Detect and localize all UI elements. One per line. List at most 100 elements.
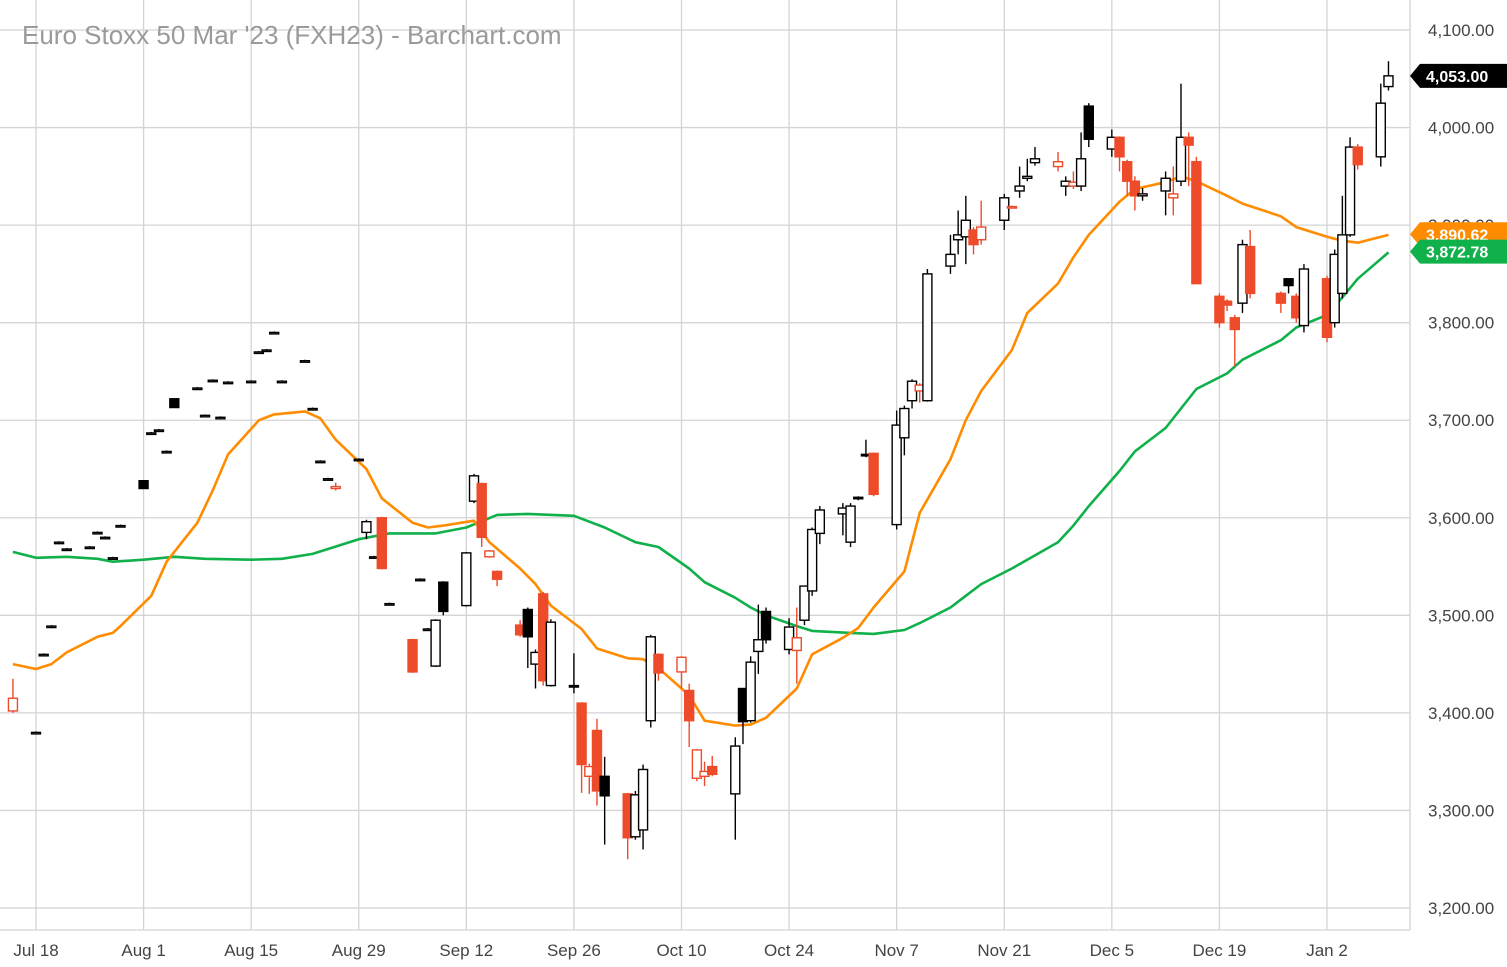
x-tick-label: Oct 24 <box>764 941 814 960</box>
candle-body <box>107 557 119 560</box>
candle-body <box>730 745 741 795</box>
x-tick-label: Aug 29 <box>332 941 386 960</box>
candle-body <box>845 505 856 543</box>
y-tick-label: 3,500.00 <box>1428 606 1494 625</box>
y-tick-label: 4,000.00 <box>1428 119 1494 138</box>
x-tick-label: Jan 2 <box>1306 941 1348 960</box>
candle-body <box>707 765 718 776</box>
y-tick-label: 3,200.00 <box>1428 899 1494 918</box>
candle-body <box>922 273 933 402</box>
candle-body <box>253 351 265 355</box>
candle-body <box>1122 160 1133 182</box>
candle-body <box>1052 160 1064 168</box>
candle-body <box>169 398 180 409</box>
candle-body <box>192 387 203 391</box>
candle-body <box>1083 105 1094 140</box>
candle-body <box>899 407 910 439</box>
candle-body <box>307 407 318 411</box>
candle-body <box>38 653 49 657</box>
candle-body <box>430 619 441 667</box>
candle-body <box>1244 245 1256 295</box>
candle-body <box>384 602 395 606</box>
candle-body <box>1022 175 1033 179</box>
candle-body <box>222 381 234 385</box>
candle-body <box>1275 292 1287 304</box>
candle-body <box>691 749 703 779</box>
candle-body <box>599 775 610 797</box>
candle-body <box>215 416 226 420</box>
candle-body <box>461 552 472 607</box>
candle-body <box>653 653 664 674</box>
candle-body <box>476 482 487 538</box>
candle-body <box>438 581 449 613</box>
candle-body <box>361 520 372 534</box>
candle-body <box>1191 160 1202 285</box>
candle-body <box>1160 177 1171 192</box>
candle-body <box>676 656 687 673</box>
chart-title: Euro Stoxx 50 Mar '23 (FXH23) - Barchart… <box>22 20 562 50</box>
y-tick-label: 3,800.00 <box>1428 314 1494 333</box>
candle-body <box>161 450 172 454</box>
last-price-tag-shape <box>1410 63 1507 88</box>
candle-body <box>1175 136 1187 182</box>
candle-body <box>814 509 826 535</box>
last-price-tag: 4,053.00 <box>1410 63 1507 88</box>
candle-body <box>46 625 57 629</box>
y-tick-label: 3,300.00 <box>1428 801 1494 820</box>
x-tick-label: Oct 10 <box>656 941 706 960</box>
candle-body <box>591 729 603 792</box>
candle-body <box>645 636 656 722</box>
candle-body <box>1029 158 1041 164</box>
x-tick-label: Dec 19 <box>1192 941 1246 960</box>
candle-body <box>1214 295 1225 324</box>
candle-body <box>276 380 288 384</box>
candle-body <box>791 637 802 652</box>
candle-body <box>545 621 557 687</box>
candle-body <box>415 578 426 582</box>
candle-body <box>1221 300 1233 306</box>
ma-slow-line <box>12 251 1390 636</box>
candle-body <box>261 349 272 353</box>
candle-body <box>683 689 695 722</box>
ma-slow-tag-shape <box>1410 239 1507 264</box>
candle-body <box>1337 234 1348 295</box>
candle-body <box>799 585 810 621</box>
candle-body <box>1114 136 1125 158</box>
candle-body <box>245 380 257 384</box>
candle-body <box>1344 146 1356 236</box>
candle-body <box>1075 158 1087 187</box>
candle-body <box>61 548 72 552</box>
candle-body <box>1168 193 1179 199</box>
candle-body <box>1006 205 1018 209</box>
candle-body <box>491 570 503 580</box>
candle-body <box>745 661 756 722</box>
x-tick-label: Dec 5 <box>1090 941 1134 960</box>
ma-slow-tag-text: 3,872.78 <box>1426 245 1488 262</box>
moving-averages <box>12 175 1390 727</box>
x-tick-label: Nov 21 <box>977 941 1031 960</box>
candle-body <box>1229 317 1240 331</box>
price-tags: 3,890.623,872.784,053.00 <box>1410 63 1507 264</box>
y-tick-label: 3,600.00 <box>1428 509 1494 528</box>
candle-body <box>760 610 772 641</box>
last-price-tag-text: 4,053.00 <box>1426 69 1488 86</box>
candle-body <box>484 550 495 558</box>
candle-body <box>1383 75 1394 88</box>
ma-fast-line <box>12 175 1389 727</box>
x-tick-label: Nov 7 <box>874 941 918 960</box>
candle-body <box>975 226 987 241</box>
candle-body <box>753 639 764 653</box>
candles <box>7 61 1394 860</box>
candle-body <box>522 608 534 638</box>
x-tick-label: Sep 26 <box>547 941 601 960</box>
candle-body <box>269 331 280 335</box>
candle-body <box>576 702 587 766</box>
y-tick-label: 3,700.00 <box>1428 411 1494 430</box>
candle-body <box>568 684 580 688</box>
candle-body <box>1375 102 1386 158</box>
candle-body <box>376 517 388 570</box>
candle-body <box>407 639 418 673</box>
candle-body <box>99 536 111 540</box>
candle-body <box>30 731 42 735</box>
